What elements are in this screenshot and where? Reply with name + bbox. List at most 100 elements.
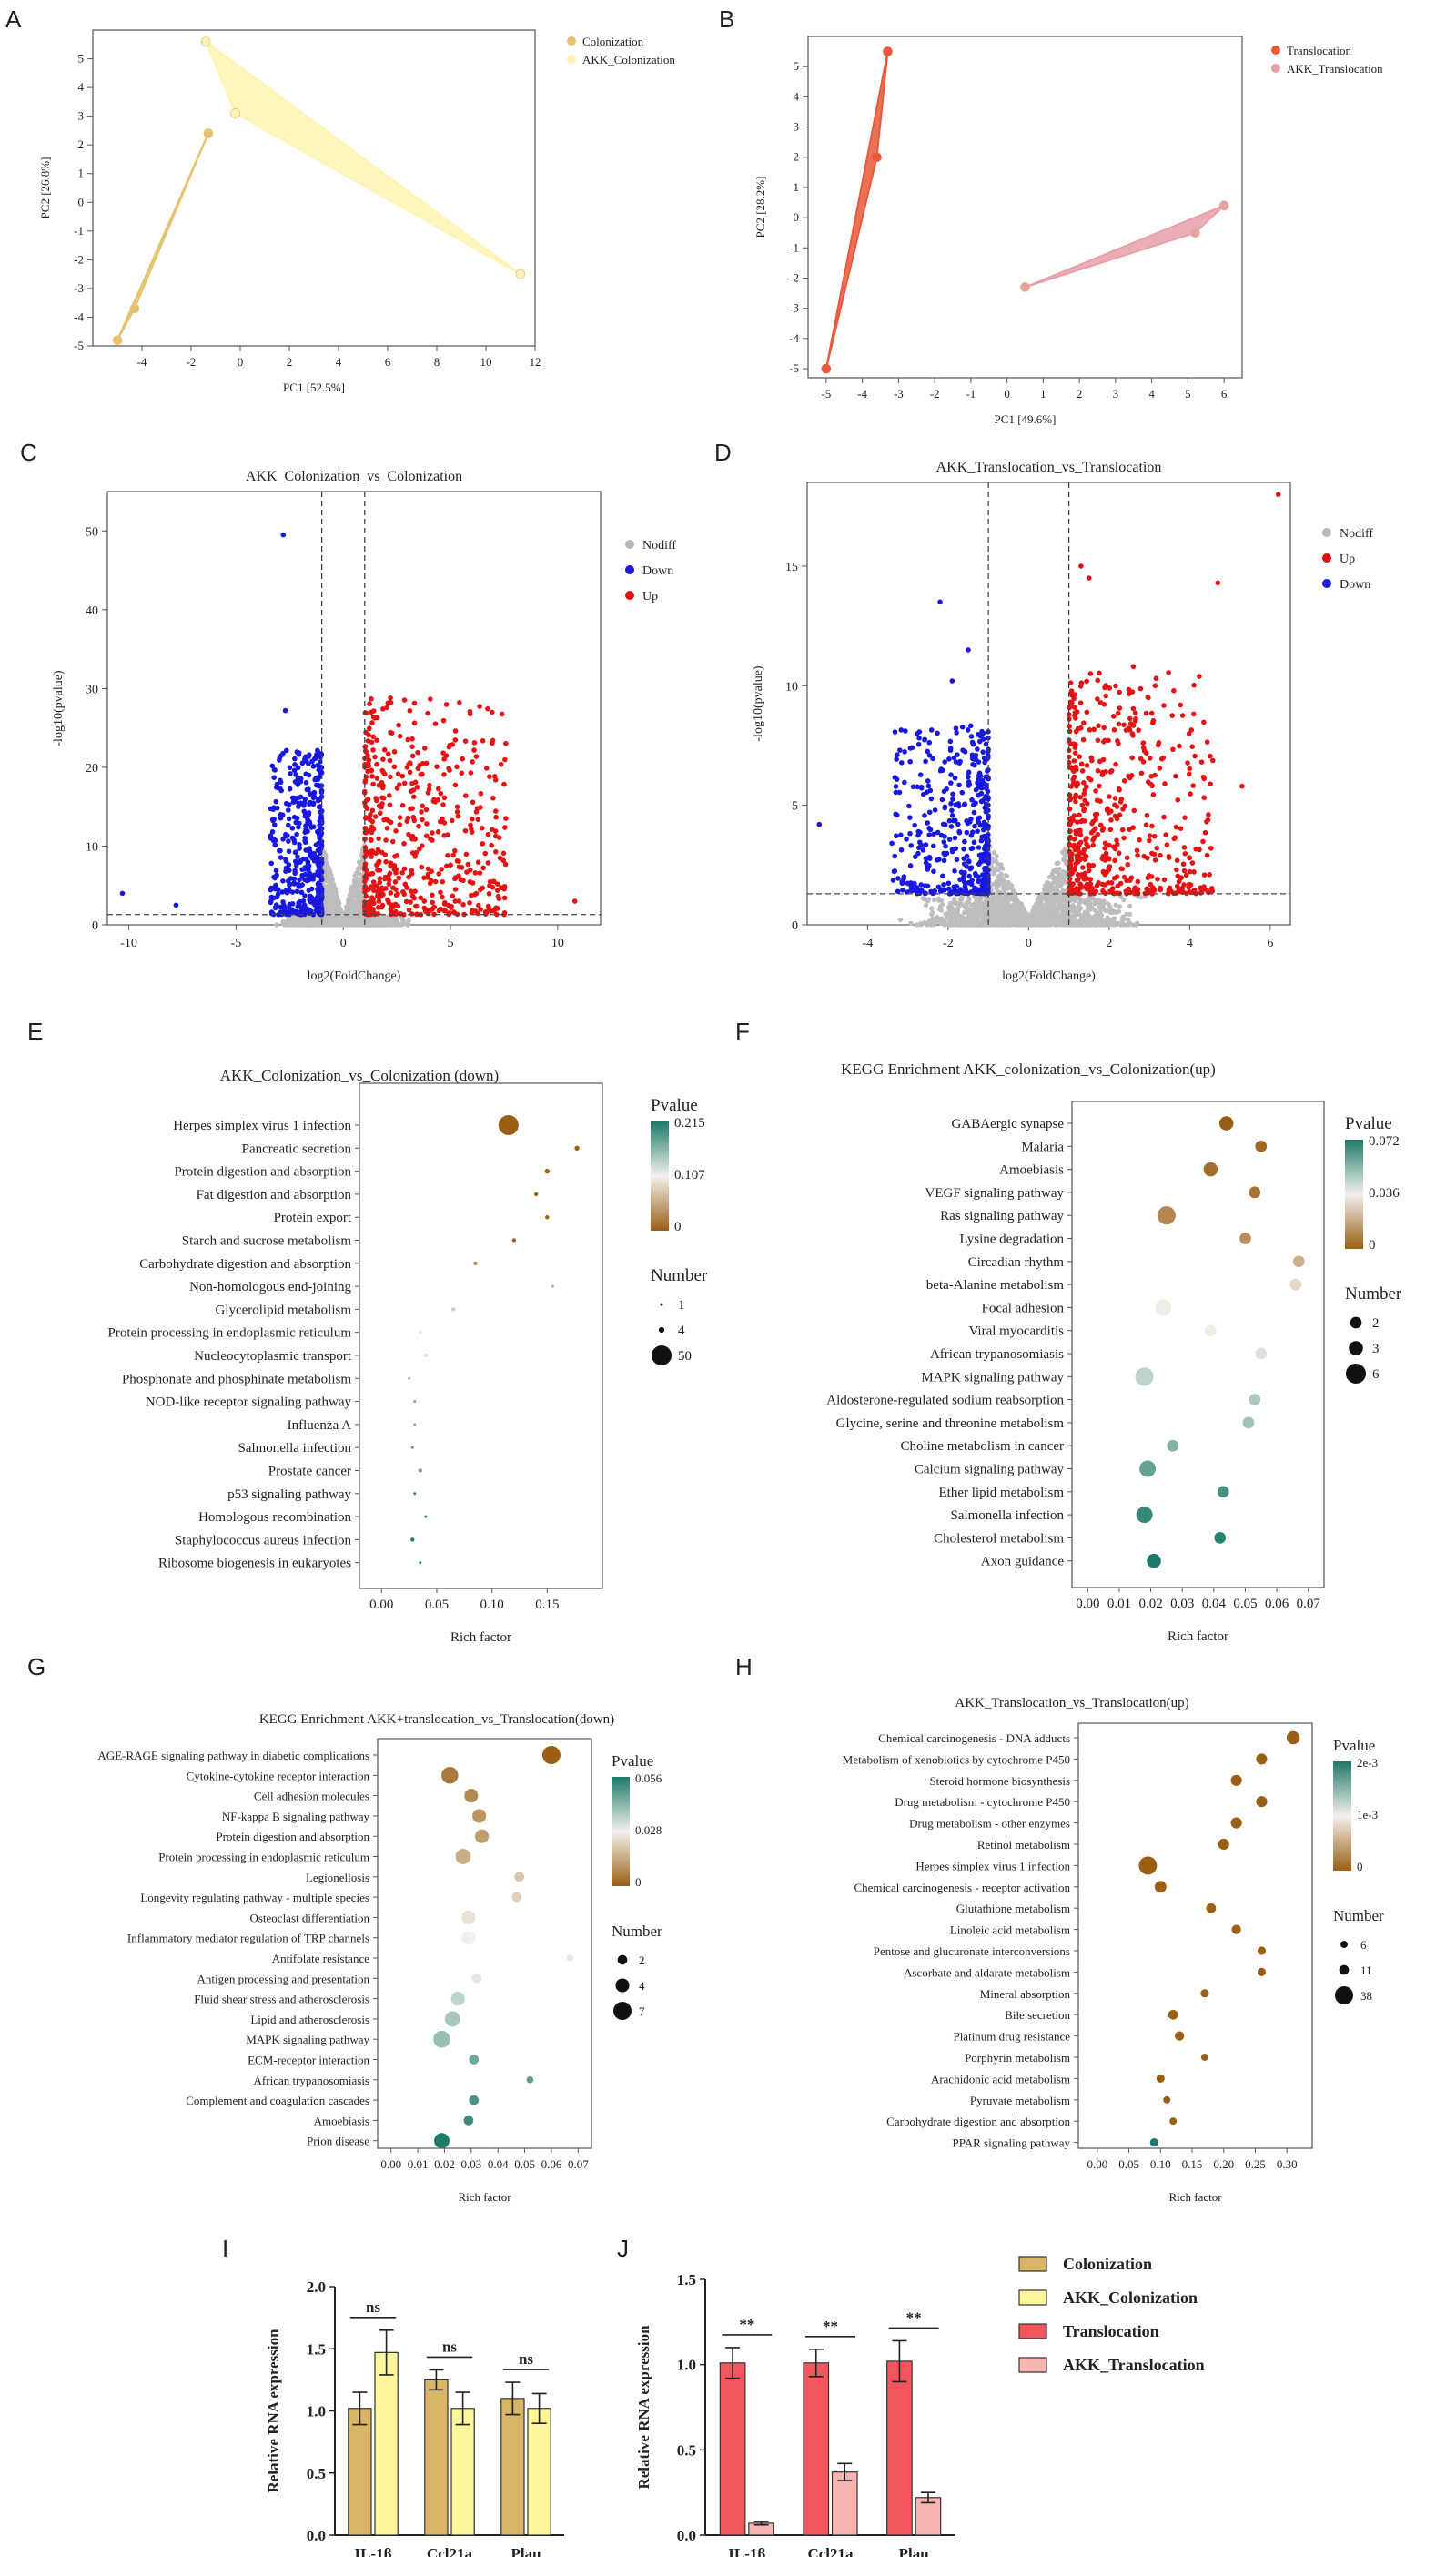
up-point xyxy=(389,838,396,845)
down-point xyxy=(286,807,291,813)
down-point xyxy=(278,855,284,860)
up-point xyxy=(372,754,378,760)
nodiff-point xyxy=(321,919,327,925)
up-point xyxy=(379,849,385,856)
up-point xyxy=(462,738,469,744)
up-point xyxy=(499,711,505,717)
down-point xyxy=(948,780,954,786)
up-point xyxy=(475,817,481,823)
up-point xyxy=(480,841,486,847)
down-point xyxy=(277,815,283,820)
up-point xyxy=(492,828,499,834)
nodiff-point xyxy=(1097,910,1103,916)
up-point xyxy=(381,771,388,777)
up-point xyxy=(486,891,492,897)
up-point xyxy=(401,840,407,847)
nodiff-point xyxy=(352,873,358,878)
up-point xyxy=(419,864,425,870)
nodiff-point xyxy=(1062,847,1067,853)
up-point xyxy=(421,746,428,751)
down-point xyxy=(307,752,312,758)
down-point xyxy=(268,898,274,904)
up-point xyxy=(420,803,426,809)
nodiff-point xyxy=(352,881,358,888)
up-points xyxy=(361,695,578,918)
nodiff-point xyxy=(1130,922,1136,928)
nodiff-point xyxy=(352,915,359,920)
nodiff-point xyxy=(1120,915,1126,920)
nodiff-point xyxy=(1033,920,1038,927)
nodiff-point xyxy=(917,921,923,927)
nodiff-point xyxy=(1089,920,1095,927)
up-point xyxy=(424,821,430,827)
up-point xyxy=(399,773,406,779)
up-point xyxy=(502,756,508,763)
nodiff-point xyxy=(323,859,329,866)
nodiff-point xyxy=(956,913,961,918)
down-point xyxy=(303,779,309,786)
panel-label-h: H xyxy=(735,1653,753,1680)
legend-label: Up xyxy=(642,590,658,604)
nodiff-point xyxy=(324,907,329,913)
nodiff-point xyxy=(1032,906,1038,911)
nodiff-point xyxy=(1032,917,1037,922)
down-point xyxy=(907,863,914,868)
up-point xyxy=(408,806,413,812)
down-point xyxy=(306,811,311,817)
up-point xyxy=(374,715,380,721)
up-point xyxy=(401,866,408,872)
up-point xyxy=(452,737,459,743)
down-point xyxy=(952,775,958,781)
nodiff-point xyxy=(1003,873,1008,878)
up-point xyxy=(460,901,466,908)
down-point xyxy=(316,782,321,788)
group-hull-0 xyxy=(116,133,209,341)
y-tick-label: -1 xyxy=(74,224,84,238)
up-point xyxy=(460,878,466,884)
nodiff-point xyxy=(380,918,386,923)
x-axis-label: PC1 [52.5%] xyxy=(283,381,345,394)
nodiff-point xyxy=(1092,901,1097,907)
down-point xyxy=(305,859,311,865)
nodiff-point xyxy=(982,908,987,914)
down-point xyxy=(949,807,955,814)
nodiff-point xyxy=(1036,913,1042,918)
up-point xyxy=(450,852,456,858)
up-point xyxy=(425,710,430,716)
nodiff-point xyxy=(929,906,935,911)
up-point xyxy=(452,876,458,882)
up-point xyxy=(470,816,475,822)
down-point xyxy=(305,819,310,825)
down-point xyxy=(269,885,276,891)
up-point xyxy=(397,815,403,820)
down-point xyxy=(953,725,959,731)
nodiff-point xyxy=(965,922,971,928)
nodiff-point xyxy=(331,917,337,922)
panel-label-c: C xyxy=(20,439,37,466)
up-point xyxy=(388,695,393,701)
down-point xyxy=(287,786,293,792)
up-point xyxy=(383,858,389,865)
down-point xyxy=(173,902,179,908)
up-point xyxy=(438,818,443,825)
up-point xyxy=(450,742,456,747)
nodiff-point xyxy=(1061,911,1067,917)
nodiff-point xyxy=(311,921,317,928)
nodiff-point xyxy=(923,902,929,908)
up-point xyxy=(434,764,440,769)
down-point xyxy=(307,846,312,851)
x-tick-label: 4 xyxy=(1187,937,1193,950)
x-tick-label: 0 xyxy=(340,937,347,950)
down-point xyxy=(304,786,310,793)
legend-label: Colonization xyxy=(582,35,644,48)
nodiff-point xyxy=(942,918,948,923)
nodiff-point xyxy=(347,898,352,904)
down-point xyxy=(975,828,980,834)
nodiff-point xyxy=(1082,910,1087,917)
up-point xyxy=(571,898,578,904)
nodiff-point xyxy=(1066,915,1071,921)
down-point xyxy=(286,816,292,822)
up-point xyxy=(441,795,448,801)
up-point xyxy=(410,744,415,749)
nodiff-point xyxy=(1092,913,1097,919)
